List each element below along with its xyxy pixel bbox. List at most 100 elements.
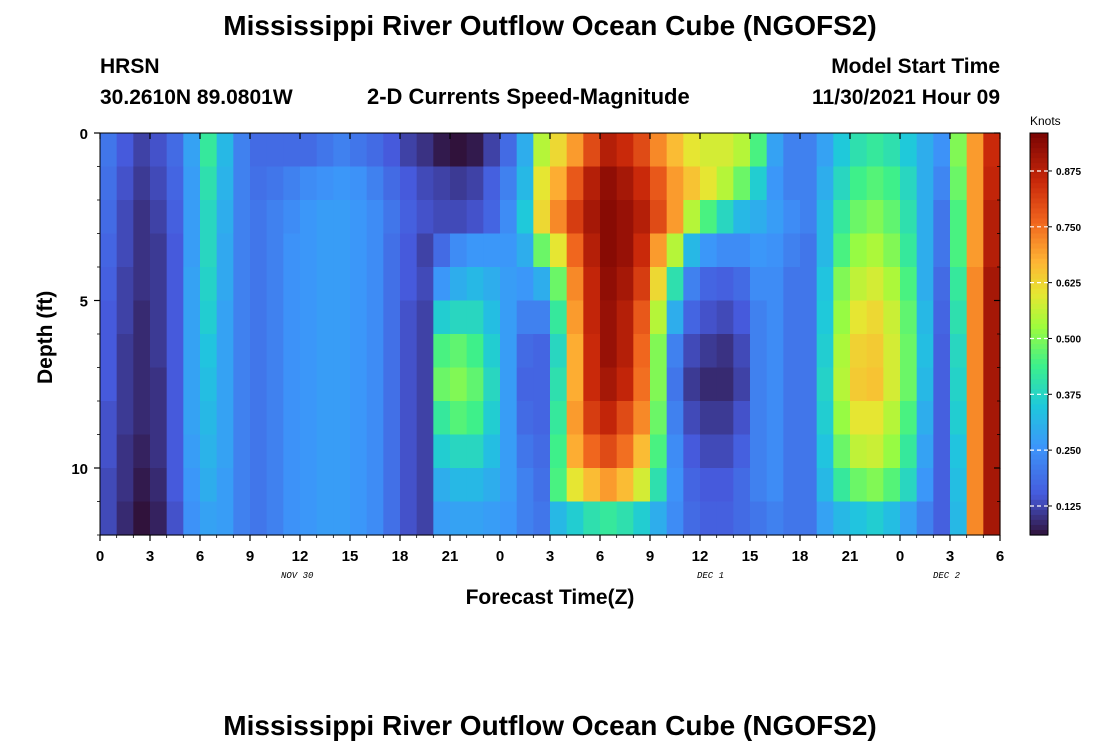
- heatmap-cell: [300, 267, 318, 302]
- heatmap-cell: [133, 233, 151, 268]
- heatmap-cell: [133, 367, 151, 402]
- heatmap-cell: [533, 133, 551, 168]
- colorbar-segment: [1030, 263, 1048, 270]
- heatmap-cell: [683, 401, 701, 436]
- heatmap-cell: [600, 300, 618, 335]
- heatmap-cell: [166, 434, 184, 469]
- heatmap-cell: [350, 334, 368, 369]
- heatmap-cell: [233, 166, 251, 201]
- heatmap-cell: [933, 468, 951, 503]
- heatmap-cell: [166, 501, 184, 536]
- heatmap-cell: [250, 501, 268, 536]
- heatmap-cell: [383, 166, 401, 201]
- heatmap-cell: [483, 468, 501, 503]
- heatmap-cell: [366, 468, 384, 503]
- heatmap-cell: [150, 367, 168, 402]
- heatmap-cell: [716, 233, 734, 268]
- heatmap-cell: [866, 166, 884, 201]
- heatmap-cell: [616, 267, 634, 302]
- heatmap-cell: [816, 166, 834, 201]
- heatmap-cell: [850, 200, 868, 235]
- heatmap-cell: [850, 166, 868, 201]
- heatmap-cell: [100, 233, 118, 268]
- heatmap-cell: [833, 434, 851, 469]
- colorbar-segment: [1030, 369, 1048, 375]
- heatmap-cell: [933, 501, 951, 536]
- heatmap-cell: [766, 166, 784, 201]
- heatmap-cell: [716, 133, 734, 168]
- colorbar-segment: [1030, 253, 1048, 260]
- heatmap-cell: [716, 367, 734, 402]
- heatmap-cell: [250, 300, 268, 335]
- heatmap-cell: [900, 334, 918, 369]
- heatmap-cell: [166, 300, 184, 335]
- heatmap-cell: [233, 133, 251, 168]
- heatmap-cell: [533, 200, 551, 235]
- heatmap-cell: [300, 166, 318, 201]
- heatmap-cell: [350, 233, 368, 268]
- heatmap-cell: [566, 367, 584, 402]
- heatmap-cell: [383, 367, 401, 402]
- colorbar-segment: [1030, 334, 1048, 340]
- colorbar-segment: [1030, 193, 1048, 199]
- heatmap-cell: [433, 133, 451, 168]
- heatmap-cell: [816, 401, 834, 436]
- heatmap-cell: [683, 501, 701, 536]
- heatmap-cell: [166, 200, 184, 235]
- heatmap-cell: [750, 434, 768, 469]
- heatmap-cell: [166, 267, 184, 302]
- heatmap-cell: [983, 166, 1001, 201]
- colorbar-segment: [1030, 409, 1048, 416]
- heatmap-cell: [283, 166, 301, 201]
- heatmap-cell: [350, 434, 368, 469]
- date-label-dec1: DEC 1: [697, 571, 725, 581]
- heatmap-cell: [233, 401, 251, 436]
- heatmap-cell: [850, 401, 868, 436]
- heatmap-cell: [550, 401, 568, 436]
- heatmap-cell: [133, 401, 151, 436]
- heatmap-cell: [216, 300, 234, 335]
- heatmap-cell: [866, 468, 884, 503]
- heatmap-cell: [983, 501, 1001, 536]
- heatmap-cell: [466, 501, 484, 536]
- heatmap-cell: [833, 468, 851, 503]
- heatmap-cell: [850, 233, 868, 268]
- heatmap-cell: [533, 401, 551, 436]
- heatmap-cell: [433, 300, 451, 335]
- colorbar-segment: [1030, 459, 1048, 466]
- heatmap-cell: [750, 133, 768, 168]
- heatmap-cell: [500, 367, 518, 402]
- heatmap-cell: [750, 501, 768, 536]
- chart-title-top: Mississippi River Outflow Ocean Cube (NG…: [223, 10, 877, 41]
- heatmap-cell: [350, 200, 368, 235]
- heatmap-cell: [700, 334, 718, 369]
- heatmap-cell: [450, 434, 468, 469]
- y-axis-label: Depth (ft): [34, 290, 57, 384]
- heatmap-cell: [216, 334, 234, 369]
- heatmap-cell: [966, 468, 984, 503]
- heatmap-cell: [533, 334, 551, 369]
- heatmap-cell: [900, 367, 918, 402]
- heatmap-cell: [500, 434, 518, 469]
- heatmap-cell: [566, 200, 584, 235]
- heatmap-cell: [183, 401, 201, 436]
- heatmap-cell: [933, 200, 951, 235]
- heatmap-cell: [200, 133, 218, 168]
- heatmap-cell: [933, 133, 951, 168]
- heatmap-cell: [516, 166, 534, 201]
- heatmap-cell: [866, 367, 884, 402]
- heatmap-cell: [783, 334, 801, 369]
- heatmap-cell: [200, 501, 218, 536]
- heatmap-cell: [566, 334, 584, 369]
- heatmap-cell: [483, 434, 501, 469]
- heatmap-cell: [766, 468, 784, 503]
- heatmap-cell: [166, 367, 184, 402]
- heatmap-cell: [383, 267, 401, 302]
- heatmap-cell: [216, 401, 234, 436]
- colorbar-segment: [1030, 419, 1048, 426]
- heatmap-cell: [616, 367, 634, 402]
- heatmap-cell: [866, 233, 884, 268]
- heatmap-cell: [316, 367, 334, 402]
- heatmap-cell: [300, 434, 318, 469]
- colorbar-tick-label: 0.625: [1056, 279, 1081, 290]
